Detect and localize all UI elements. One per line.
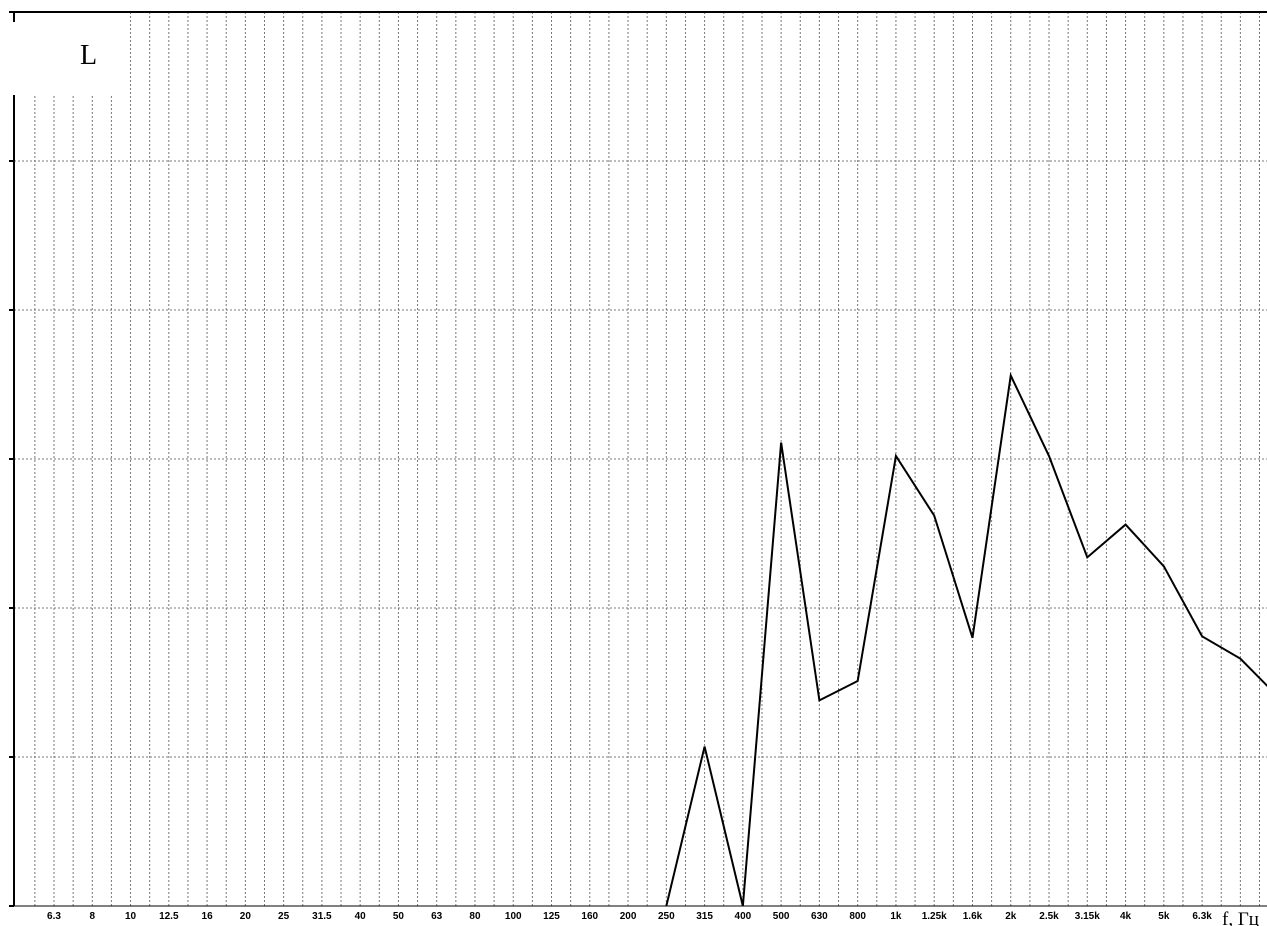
x-tick-label: 31.5 bbox=[312, 911, 332, 922]
x-tick-label: 6.3 bbox=[47, 911, 61, 922]
x-tick-label: 500 bbox=[773, 911, 790, 922]
x-tick-label: 25 bbox=[278, 911, 290, 922]
x-tick-label: 400 bbox=[735, 911, 752, 922]
line bbox=[665, 372, 1267, 907]
x-tick-label: 20 bbox=[240, 911, 252, 922]
y-axis-label: L bbox=[80, 40, 97, 71]
x-tick-label: 10 bbox=[125, 911, 137, 922]
x-tick-label: 1.6k bbox=[963, 911, 983, 922]
grid bbox=[14, 11, 1267, 907]
x-tick-label: 250 bbox=[658, 911, 675, 922]
label-box bbox=[15, 13, 125, 95]
x-tick-label: 80 bbox=[469, 911, 481, 922]
x-tick-label: 16 bbox=[202, 911, 214, 922]
x-tick-label: 160 bbox=[581, 911, 598, 922]
x-tick-label: 2.5k bbox=[1039, 911, 1059, 922]
x-tick-label: 1.25k bbox=[922, 911, 947, 922]
x-tick-label: 800 bbox=[849, 911, 866, 922]
x-tick-label: 4k bbox=[1120, 911, 1132, 922]
x-tick-label: 100 bbox=[505, 911, 522, 922]
x-tick-label: 1k bbox=[890, 911, 902, 922]
x-tick-label: 125 bbox=[543, 911, 560, 922]
x-tick-label: 3.15k bbox=[1075, 911, 1100, 922]
x-tick-label: 8 bbox=[89, 911, 95, 922]
x-tick-label: 12.5 bbox=[159, 911, 179, 922]
x-tick-label: 200 bbox=[620, 911, 637, 922]
x-tick-label: 2k bbox=[1005, 911, 1017, 922]
x-tick-label: 5k bbox=[1158, 911, 1170, 922]
x-tick-label: 63 bbox=[431, 911, 443, 922]
x-tick-label: 315 bbox=[696, 911, 713, 922]
x-tick-label: 630 bbox=[811, 911, 828, 922]
x-tick-label: 50 bbox=[393, 911, 405, 922]
x-tick-label: 40 bbox=[355, 911, 367, 922]
x-tick-label: 6.3k bbox=[1192, 911, 1212, 922]
x-axis-label: f, Гц bbox=[1222, 909, 1259, 926]
